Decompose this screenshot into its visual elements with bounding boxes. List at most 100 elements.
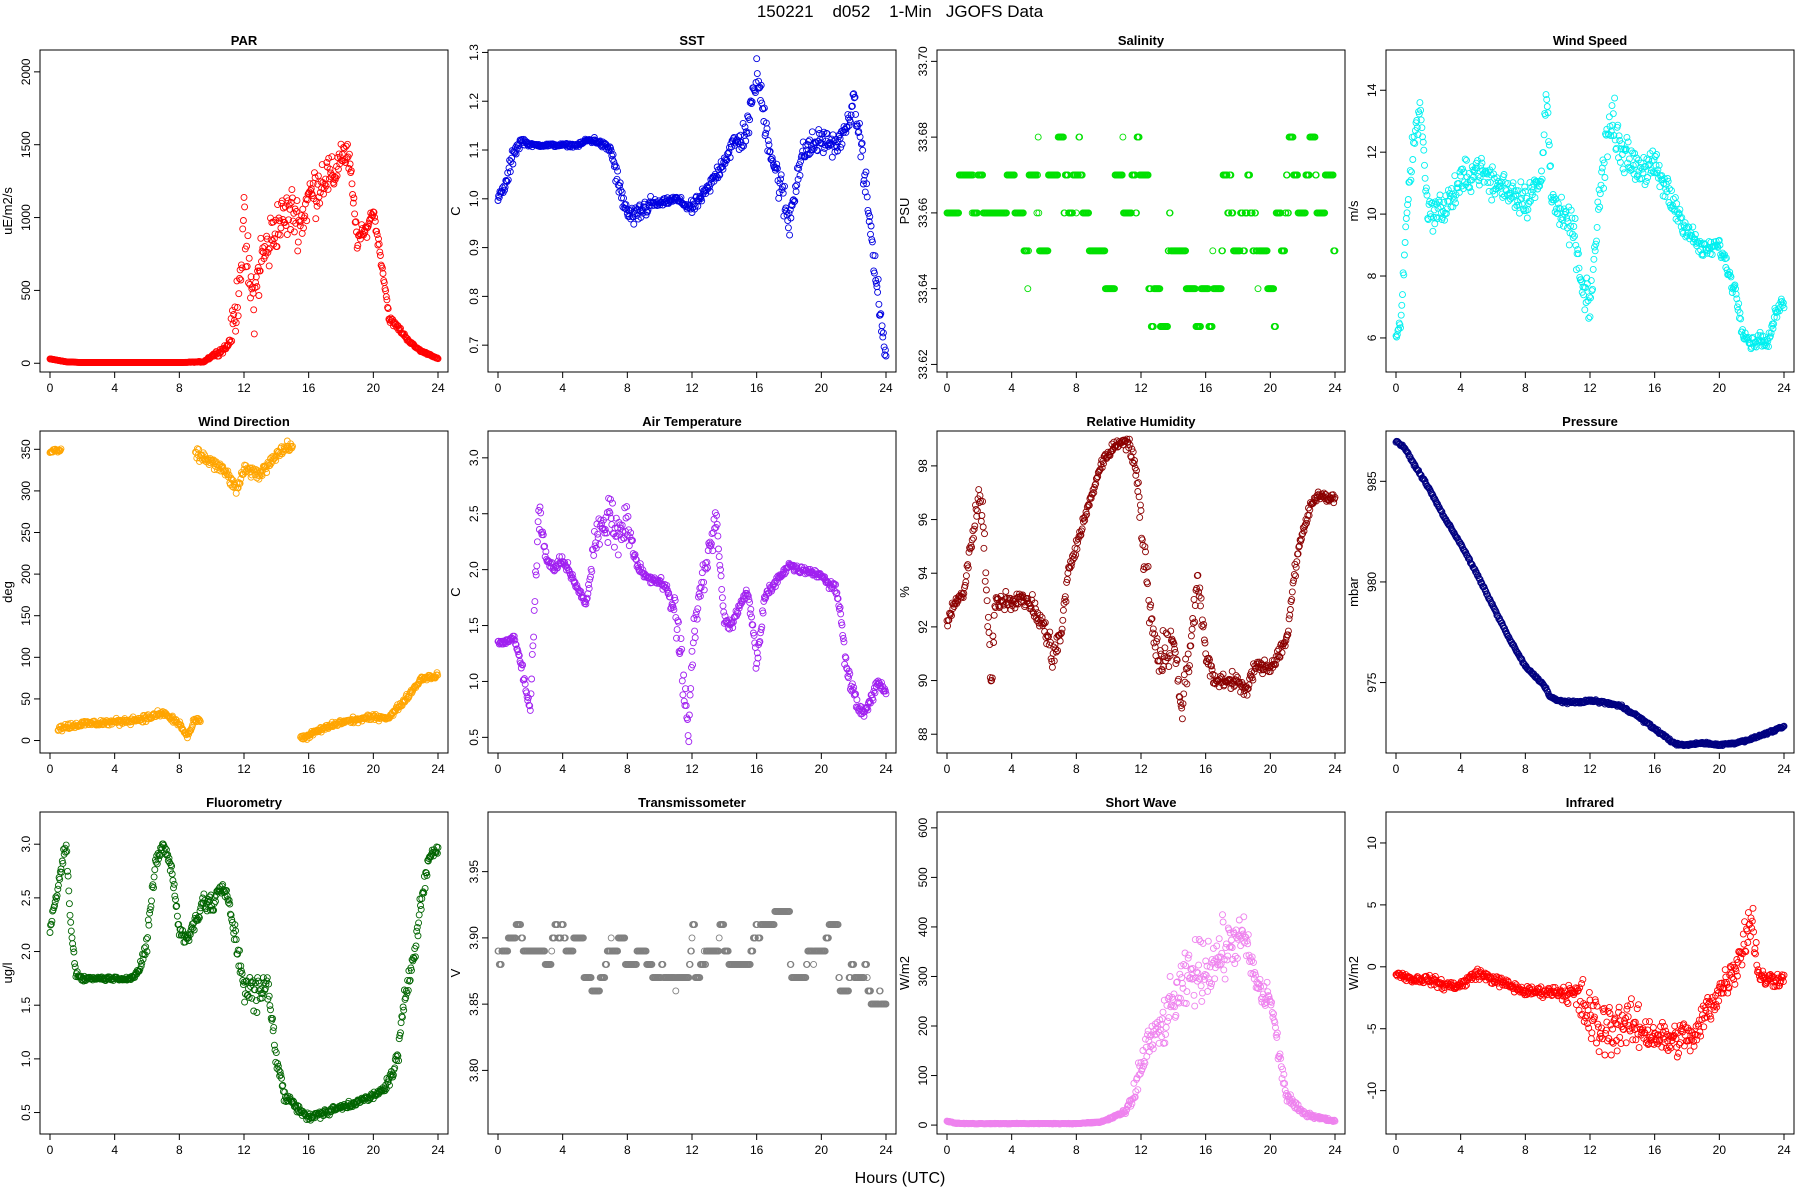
data-point xyxy=(1111,285,1118,293)
y-tick-label: 0.9 xyxy=(467,239,481,256)
data-point xyxy=(1118,171,1126,179)
data-point xyxy=(757,81,765,89)
data-point xyxy=(1441,216,1448,224)
x-tick-label: 16 xyxy=(750,762,764,776)
data-point xyxy=(714,532,722,540)
data-point xyxy=(1780,304,1788,312)
data-point xyxy=(1485,187,1493,195)
data-point xyxy=(494,197,502,204)
data-point xyxy=(269,237,276,245)
data-point xyxy=(1422,184,1430,192)
data-point xyxy=(720,608,728,616)
data-point xyxy=(322,182,330,190)
y-axis: 0.51.01.52.02.53.0 xyxy=(467,449,488,746)
data-point xyxy=(1684,223,1692,231)
data-point xyxy=(1593,237,1600,245)
y-tick-label: 10 xyxy=(1365,207,1379,221)
data-point xyxy=(1673,200,1681,208)
y-tick-label: 0 xyxy=(19,360,33,367)
y-tick-label: 90 xyxy=(916,674,930,688)
data-point xyxy=(753,55,761,63)
data-point xyxy=(782,204,790,212)
y-axis-label: % xyxy=(897,586,912,598)
data-point xyxy=(840,638,848,646)
x-tick-label: 12 xyxy=(237,762,251,776)
data-point xyxy=(274,201,282,209)
data-point xyxy=(1331,247,1339,255)
y-tick-label: 300 xyxy=(19,481,33,501)
data-point xyxy=(1715,236,1723,244)
data-point xyxy=(266,244,274,252)
data-point xyxy=(1572,241,1580,249)
data-point xyxy=(773,165,781,172)
data-point xyxy=(245,279,252,287)
data-point xyxy=(716,171,724,179)
data-point xyxy=(1496,179,1504,187)
y-tick-label: 350 xyxy=(19,439,33,459)
data-point xyxy=(878,322,886,330)
data-point xyxy=(1419,133,1426,141)
data-point xyxy=(263,235,271,243)
data-point xyxy=(282,222,290,229)
x-tick-label: 12 xyxy=(237,381,251,395)
data-point xyxy=(348,180,356,188)
data-point xyxy=(1600,159,1608,167)
data-point xyxy=(795,165,803,173)
data-point xyxy=(1460,168,1468,176)
data-point xyxy=(1676,206,1684,214)
data-point xyxy=(777,175,785,183)
data-point xyxy=(873,283,881,291)
y-tick-label: 98 xyxy=(916,459,930,473)
panel-title: Wind Speed xyxy=(1553,33,1627,48)
data-point xyxy=(1624,138,1632,146)
data-point xyxy=(378,264,386,272)
data-point xyxy=(1580,291,1587,299)
data-point xyxy=(1607,132,1615,140)
y-axis-label: PSU xyxy=(897,198,912,225)
data-point xyxy=(717,572,725,580)
data-point xyxy=(984,623,992,631)
data-point xyxy=(1136,501,1144,509)
data-point xyxy=(241,203,249,211)
data-point xyxy=(609,151,617,159)
data-points xyxy=(943,435,1339,723)
data-point xyxy=(594,534,602,542)
data-point xyxy=(247,294,254,302)
data-point xyxy=(1433,215,1441,222)
data-point xyxy=(1007,606,1015,614)
data-point xyxy=(753,70,761,78)
x-tick-label: 24 xyxy=(1328,762,1342,776)
data-point xyxy=(1246,171,1254,179)
data-point xyxy=(1305,171,1313,179)
data-point xyxy=(333,172,341,180)
data-point xyxy=(1732,285,1739,293)
data-point xyxy=(1243,209,1251,217)
data-point xyxy=(792,182,799,190)
x-tick-label: 4 xyxy=(1457,381,1464,395)
data-point xyxy=(1708,251,1716,258)
data-point xyxy=(718,594,726,602)
data-point xyxy=(335,150,343,158)
y-axis-label: deg xyxy=(0,581,15,603)
panel-title: Wind Direction xyxy=(198,414,290,429)
y-tick-label: 100 xyxy=(19,647,33,667)
data-points xyxy=(494,494,890,746)
data-point xyxy=(345,150,353,158)
data-point xyxy=(325,154,333,162)
data-point xyxy=(1542,91,1550,99)
data-point xyxy=(237,276,245,284)
data-point xyxy=(358,221,366,229)
data-point xyxy=(250,330,258,338)
data-point xyxy=(236,266,244,274)
data-point xyxy=(1540,131,1548,139)
data-point xyxy=(387,314,395,322)
data-point xyxy=(854,129,862,137)
data-point xyxy=(1475,177,1483,185)
x-axis: 0 4 8 12 16 20 24 xyxy=(495,753,893,776)
data-point xyxy=(612,163,620,171)
y-tick-label: 500 xyxy=(19,280,33,300)
data-point xyxy=(1633,154,1641,162)
data-point xyxy=(1558,193,1565,201)
